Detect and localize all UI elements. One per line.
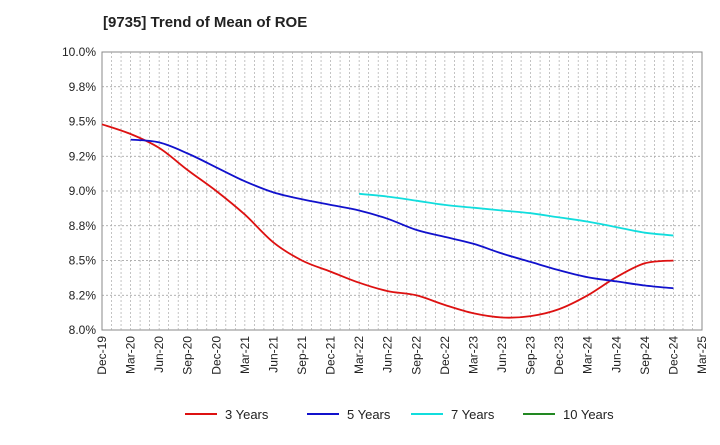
x-tick-label: Dec-22	[438, 336, 452, 375]
x-tick-label: Mar-22	[352, 336, 366, 374]
x-tick-label: Mar-21	[238, 336, 252, 374]
x-tick-label: Jun-21	[266, 336, 280, 373]
y-tick-label: 9.5%	[69, 115, 97, 129]
x-tick-label: Sep-20	[181, 336, 195, 375]
x-tick-label: Jun-22	[381, 336, 395, 373]
x-tick-label: Dec-24	[666, 336, 680, 375]
series-line-3-years	[101, 123, 674, 319]
x-tick-label: Mar-20	[124, 336, 138, 374]
y-tick-label: 8.0%	[69, 323, 97, 337]
series-line-5-years	[130, 138, 674, 290]
x-tick-label: Dec-20	[209, 336, 223, 375]
x-tick-label: Jun-23	[495, 336, 509, 373]
legend-label: 5 Years	[347, 407, 391, 422]
y-tick-label: 8.2%	[69, 288, 97, 302]
chart-title: [9735] Trend of Mean of ROE	[103, 14, 308, 31]
y-tick-label: 9.8%	[69, 80, 97, 94]
y-tick-label: 8.5%	[69, 254, 97, 268]
x-tick-label: Dec-23	[552, 336, 566, 375]
y-tick-label: 10.0%	[62, 45, 96, 59]
x-tick-label: Mar-23	[466, 336, 480, 374]
legend-label: 3 Years	[225, 407, 269, 422]
x-tick-label: Sep-22	[409, 336, 423, 375]
x-tick-label: Jun-20	[152, 336, 166, 373]
y-tick-label: 8.8%	[69, 219, 97, 233]
legend-label: 10 Years	[563, 407, 614, 422]
x-tick-label: Sep-24	[638, 336, 652, 375]
x-tick-label: Dec-21	[324, 336, 338, 375]
legend-label: 7 Years	[451, 407, 495, 422]
x-tick-label: Dec-19	[95, 336, 109, 375]
x-tick-label: Sep-21	[295, 336, 309, 375]
x-tick-label: Mar-24	[581, 336, 595, 374]
series-line-7-years	[359, 192, 674, 237]
x-tick-label: Mar-25	[695, 336, 709, 374]
y-tick-label: 9.0%	[69, 184, 97, 198]
x-tick-label: Jun-24	[609, 336, 623, 373]
y-tick-label: 9.2%	[69, 149, 97, 163]
x-tick-label: Sep-23	[524, 336, 538, 375]
